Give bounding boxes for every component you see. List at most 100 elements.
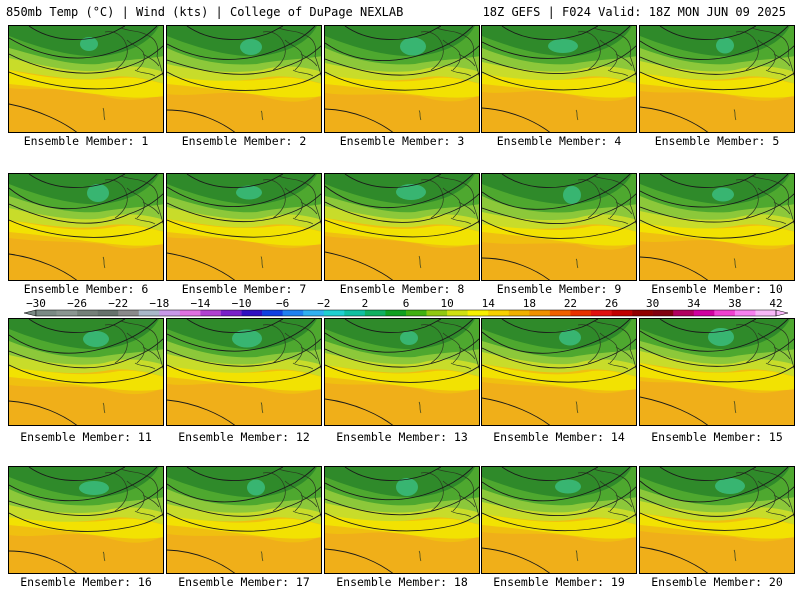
ensemble-member-label: Ensemble Member: 5 [654, 134, 780, 148]
temperature-map [167, 26, 321, 132]
model-run-info: 18Z GEFS | F024 Valid: 18Z MON JUN 09 20… [482, 5, 786, 19]
ensemble-member-label: Ensemble Member: 13 [336, 430, 468, 444]
colorbar-swatch [118, 310, 140, 316]
colorbar-tick-label: −14 [191, 297, 211, 310]
colorbar-swatch [693, 310, 715, 316]
ensemble-member-map [324, 466, 480, 574]
temperature-map [640, 26, 794, 132]
ensemble-member-map [639, 466, 795, 574]
temperature-map [167, 319, 321, 425]
colorbar-tick-label: 26 [605, 297, 618, 310]
colorbar-swatch [159, 310, 181, 316]
colorbar-swatch [344, 310, 366, 316]
colorbar-swatch [611, 310, 633, 316]
temperature-map [9, 319, 163, 425]
colorbar-swatch [138, 310, 160, 316]
colorbar-swatch [77, 310, 98, 316]
ensemble-member-label: Ensemble Member: 12 [178, 430, 310, 444]
temperature-map [640, 467, 794, 573]
ensemble-member-label: Ensemble Member: 10 [651, 282, 783, 296]
product-title: 850mb Temp (°C) | Wind (kts) | College o… [6, 5, 404, 19]
colorbar-swatch [241, 310, 263, 316]
temperature-map [640, 319, 794, 425]
colorbar-swatch [323, 310, 345, 316]
ensemble-member-map [8, 25, 164, 133]
ensemble-member-map [166, 173, 322, 281]
temperature-map [482, 319, 636, 425]
colorbar-swatch [97, 310, 119, 316]
ensemble-member-label: Ensemble Member: 8 [339, 282, 465, 296]
ensemble-member-label: Ensemble Member: 16 [20, 575, 152, 589]
colorbar-swatch [529, 310, 551, 316]
colorbar-swatch [282, 310, 304, 316]
ensemble-member-map [8, 173, 164, 281]
temperature-map [640, 174, 794, 280]
ensemble-member-map [481, 318, 637, 426]
ensemble-member-label: Ensemble Member: 11 [20, 430, 152, 444]
ensemble-member-label: Ensemble Member: 7 [181, 282, 307, 296]
colorbar-tick-label: −26 [67, 297, 87, 310]
colorbar-swatch [364, 310, 386, 316]
ensemble-member-map [481, 25, 637, 133]
colorbar-tick-label: 18 [523, 297, 536, 310]
colorbar-swatch [56, 310, 78, 316]
colorbar-tick-label: −18 [149, 297, 169, 310]
colorbar-tick-label: −22 [108, 297, 128, 310]
ensemble-member-label: Ensemble Member: 1 [23, 134, 149, 148]
colorbar-tick-label: −10 [232, 297, 252, 310]
ensemble-member-label: Ensemble Member: 14 [493, 430, 625, 444]
ensemble-member-map [481, 173, 637, 281]
colorbar-swatch [632, 310, 653, 316]
colorbar-swatch [406, 310, 427, 316]
colorbar-swatch [467, 310, 489, 316]
ensemble-member-map [324, 318, 480, 426]
temperature-colorbar: −30 −26 −22 −18 −14 −10 −6 −2 2 6 10 14 18 22 26 30 34 38… [20, 297, 790, 321]
colorbar-swatch [488, 310, 510, 316]
colorbar-tick-label: −6 [276, 297, 289, 310]
colorbar-swatch [652, 310, 674, 316]
ensemble-member-map [8, 466, 164, 574]
temperature-map [167, 174, 321, 280]
ensemble-member-label: Ensemble Member: 17 [178, 575, 310, 589]
temperature-map [167, 467, 321, 573]
ensemble-member-label: Ensemble Member: 20 [651, 575, 783, 589]
colorbar-swatch [447, 310, 468, 316]
ensemble-member-map [639, 318, 795, 426]
colorbar-graphic: −30 −26 −22 −18 −14 −10 −6 −2 2 6 10 14 18 22 26 30 34 38… [23, 297, 789, 317]
temperature-map [9, 467, 163, 573]
ensemble-member-label: Ensemble Member: 4 [496, 134, 622, 148]
colorbar-tick-label: 14 [482, 297, 496, 310]
ensemble-member-label: Ensemble Member: 9 [496, 282, 622, 296]
temperature-map [325, 174, 479, 280]
temperature-map [325, 467, 479, 573]
ensemble-member-map [166, 466, 322, 574]
colorbar-swatch [549, 310, 571, 316]
temperature-map [9, 174, 163, 280]
colorbar-swatch [426, 310, 448, 316]
colorbar-swatch [673, 310, 695, 316]
ensemble-member-map [639, 25, 795, 133]
colorbar-tick-label: 34 [687, 297, 701, 310]
colorbar-swatch [734, 310, 756, 316]
ensemble-member-map [324, 25, 480, 133]
ensemble-member-label: Ensemble Member: 19 [493, 575, 625, 589]
colorbar-swatch [714, 310, 736, 316]
ensemble-member-map [639, 173, 795, 281]
colorbar-tick-label: 22 [564, 297, 577, 310]
ensemble-member-label: Ensemble Member: 3 [339, 134, 465, 148]
ensemble-member-label: Ensemble Member: 2 [181, 134, 307, 148]
colorbar-low-arrow [23, 309, 37, 317]
ensemble-member-map [8, 318, 164, 426]
temperature-map [482, 174, 636, 280]
colorbar-swatch [385, 310, 407, 316]
colorbar-tick-label: 10 [440, 297, 453, 310]
colorbar-tick-label: 6 [403, 297, 410, 310]
temperature-map [325, 26, 479, 132]
ensemble-member-label: Ensemble Member: 18 [336, 575, 468, 589]
temperature-map [482, 467, 636, 573]
header: 850mb Temp (°C) | Wind (kts) | College o… [0, 0, 800, 22]
temperature-map [9, 26, 163, 132]
ensemble-member-label: Ensemble Member: 6 [23, 282, 149, 296]
colorbar-swatch [262, 310, 283, 316]
colorbar-high-arrow [775, 309, 789, 317]
